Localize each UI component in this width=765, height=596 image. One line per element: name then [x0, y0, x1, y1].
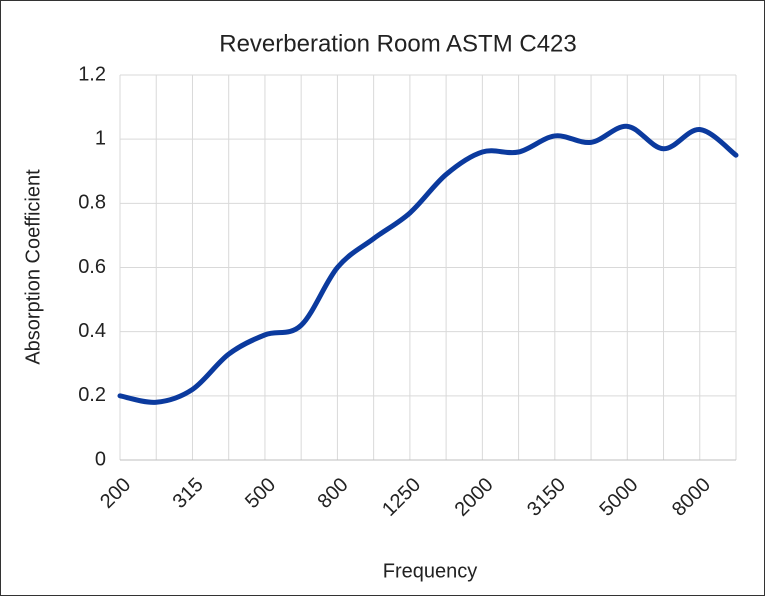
y-tick-label: 0.4: [78, 320, 106, 342]
y-tick-label: 0.8: [78, 192, 106, 214]
y-tick-label: 0: [95, 448, 106, 470]
line: [117, 123, 739, 405]
x-axis-title: Frequency: [383, 560, 478, 582]
y-tick-label: 1.2: [78, 63, 106, 85]
chart-title: Reverberation Room ASTM C423: [219, 30, 577, 57]
y-tick-label: 1: [95, 127, 106, 149]
y-tick-label: 0.2: [78, 384, 106, 406]
y-axis-title: Absorption Coefficient: [22, 169, 44, 365]
y-tick-label: 0.6: [78, 256, 106, 278]
